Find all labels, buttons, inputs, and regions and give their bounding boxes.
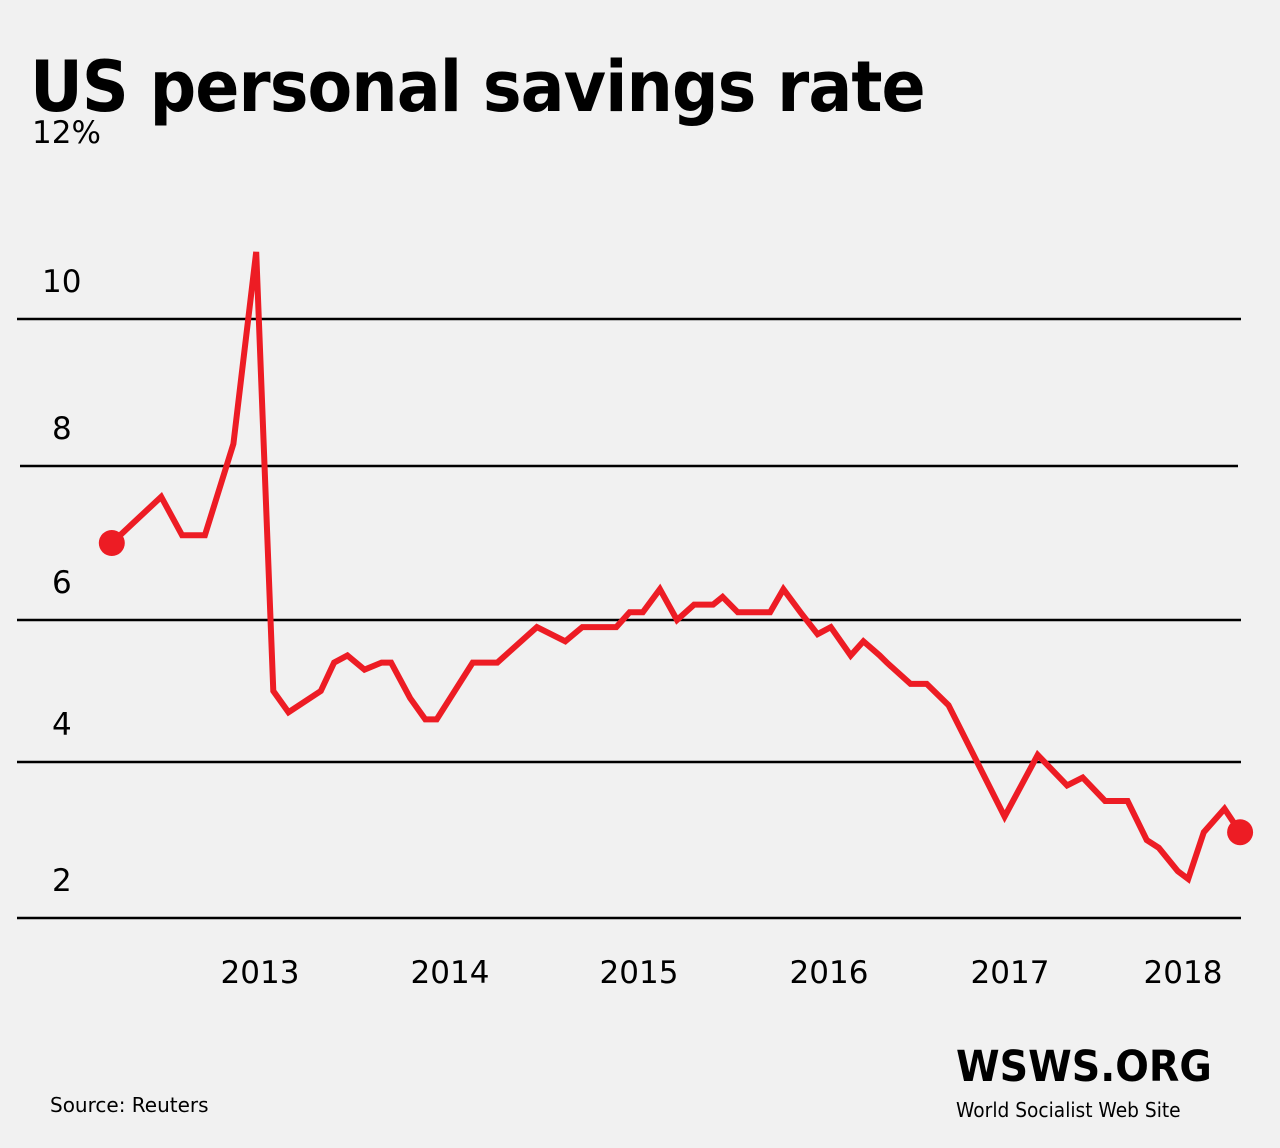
x-tick-label: 2013 xyxy=(221,955,300,991)
y-axis-labels: 12% 10 8 6 4 2 xyxy=(32,115,101,899)
series-line xyxy=(109,251,1243,884)
y-tick-label: 4 xyxy=(52,707,72,743)
y-tick-label: 2 xyxy=(52,863,72,899)
start-marker xyxy=(98,530,125,556)
x-axis-labels: 2013 2014 2015 2016 2017 2018 xyxy=(221,955,1223,991)
y-tick-label: 6 xyxy=(52,565,72,601)
x-tick-label: 2014 xyxy=(411,955,490,991)
y-tick-label: 8 xyxy=(52,411,72,447)
x-tick-label: 2015 xyxy=(600,955,679,991)
wsws-logo: WSWS.ORG World Socialist Web Site xyxy=(956,1042,1218,1123)
gridlines xyxy=(17,317,1241,920)
series-layer xyxy=(98,251,1254,884)
x-tick-label: 2016 xyxy=(790,955,869,991)
x-tick-label: 2017 xyxy=(971,955,1050,991)
source-note: Source: Reuters xyxy=(50,1093,209,1117)
logo-subtitle: World Socialist Web Site xyxy=(956,1098,1181,1122)
x-tick-label: 2018 xyxy=(1144,955,1223,991)
end-marker xyxy=(1227,819,1254,846)
chart-title: US personal savings rate xyxy=(30,46,926,128)
y-tick-label: 12% xyxy=(32,115,101,151)
y-tick-label: 10 xyxy=(42,264,81,300)
logo-text: WSWS.ORG xyxy=(956,1042,1212,1092)
